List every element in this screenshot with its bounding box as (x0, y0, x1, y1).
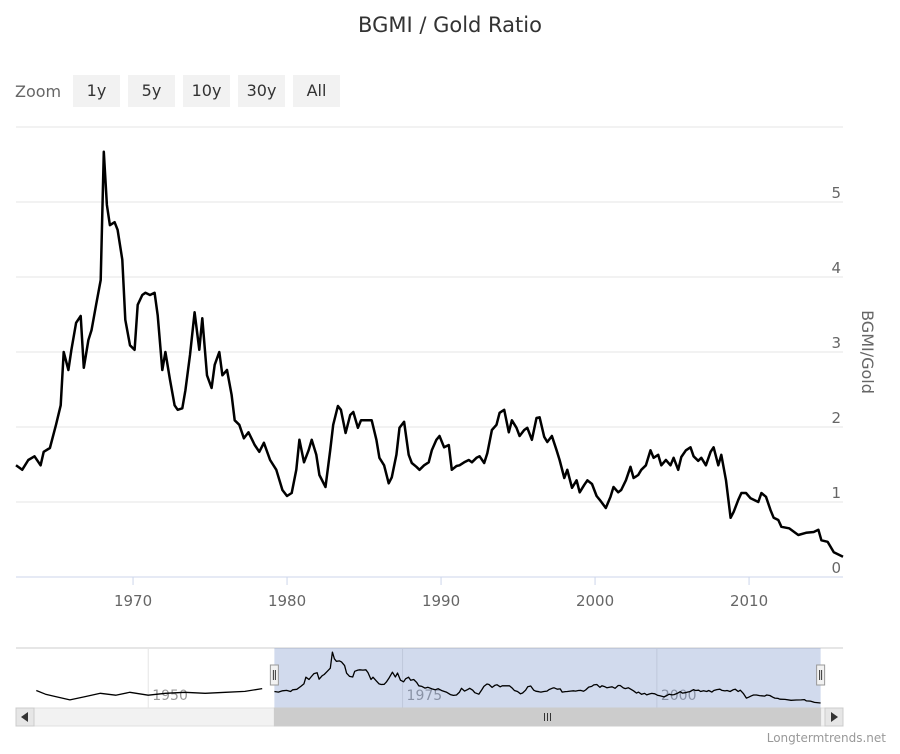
y-tick-label: 3 (831, 334, 841, 352)
zoom-button-label[interactable]: 30y (247, 81, 277, 100)
zoom-label: Zoom (15, 82, 61, 101)
zoom-button-label[interactable]: 5y (142, 81, 162, 100)
y-tick-label: 2 (831, 409, 841, 427)
y-tick-label: 1 (831, 484, 841, 502)
x-tick-label: 1970 (114, 592, 152, 610)
navigator-line (36, 687, 263, 701)
chart-title: BGMI / Gold Ratio (358, 13, 542, 37)
navigator-tick-label: 1950 (152, 688, 188, 704)
x-tick-label: 2000 (576, 592, 614, 610)
zoom-button[interactable] (183, 75, 230, 107)
y-tick-label: 4 (831, 259, 841, 277)
navigator-tick-label: 1975 (407, 688, 443, 704)
zoom-button-label[interactable]: 10y (192, 81, 222, 100)
zoom-button-label[interactable]: 1y (87, 81, 107, 100)
zoom-button[interactable] (238, 75, 285, 107)
scroll-left-arrow (21, 712, 28, 722)
y-axis-title: BGMI/Gold (858, 310, 877, 394)
navigator-line (274, 651, 821, 704)
zoom-button[interactable] (73, 75, 120, 107)
navigator-handle[interactable] (816, 664, 826, 686)
y-tick-label: 0 (831, 559, 841, 577)
x-tick-label: 1980 (268, 592, 306, 610)
x-tick-label: 2010 (730, 592, 768, 610)
navigator-selection (274, 648, 821, 708)
y-tick-label: 5 (831, 184, 841, 202)
navigator-handle[interactable] (269, 664, 279, 686)
credit: Longtermtrends.net (767, 731, 887, 745)
scroll-right-arrow (831, 712, 838, 722)
zoom-button[interactable] (293, 75, 340, 107)
x-tick-label: 1990 (422, 592, 460, 610)
zoom-button[interactable] (128, 75, 175, 107)
zoom-button-label[interactable]: All (307, 81, 327, 100)
data-line (15, 150, 844, 558)
